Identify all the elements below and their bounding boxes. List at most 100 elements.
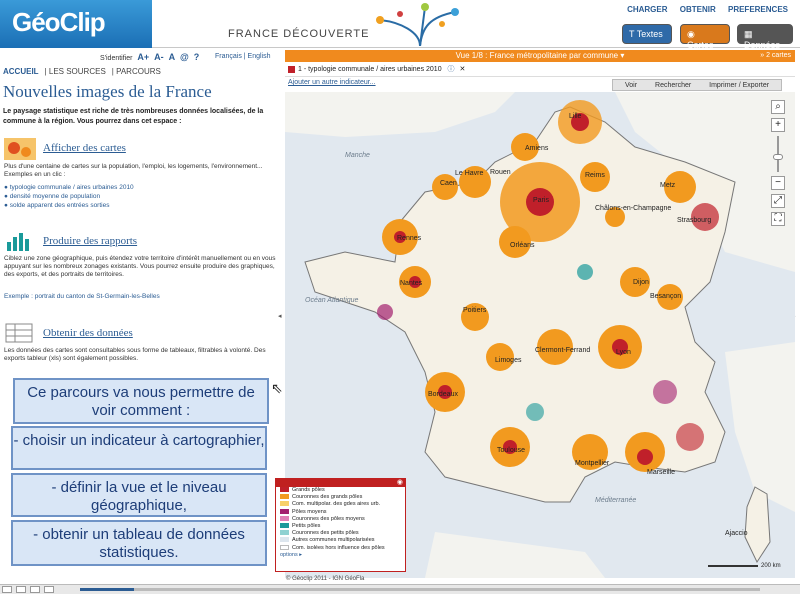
city-label: Paris [533,197,549,204]
nav-sources[interactable]: LES SOURCES [48,67,106,76]
city-label: Rennes [397,235,422,242]
login-link[interactable]: S'identifier [100,55,133,62]
obtenir-link[interactable]: OBTENIR [679,5,716,14]
donnees-mode-button[interactable]: ▦ Données [737,24,793,50]
legend-options-link[interactable]: options ▸ [280,551,303,558]
example-link[interactable]: ● densité moyenne de population [4,193,101,200]
legend-label: Couronnes des pôles moyens [292,515,365,522]
geoclip-logo[interactable]: GéoClip [0,0,152,48]
legend-label: Couronnes des grands pôles [292,494,363,501]
city-label: Châlons-en-Champagne [595,205,671,212]
font-increase-button[interactable]: A+ [137,52,150,62]
city-label: Strasbourg [677,217,711,224]
bar-chart-icon[interactable] [4,230,36,252]
textes-label: Textes [636,29,663,39]
textes-icon: T [629,29,637,39]
produire-rapports-link[interactable]: Produire des rapports [43,235,138,247]
cartes-label: Cartes [687,40,714,50]
zoom-in-button[interactable]: + [771,118,785,132]
cartes-mode-button[interactable]: ◉ Cartes [680,24,730,50]
search-zoom-icon[interactable]: ⌕ [771,100,785,114]
legend-item: Com. multipolar. des gdes aires urb. [276,501,405,508]
map-legend: ◉ Grands pôles Couronnes des grands pôle… [275,478,406,572]
font-reset-button[interactable]: A [168,52,176,62]
voir-menu[interactable]: Voir [625,82,638,89]
zoom-out-button[interactable]: − [771,176,785,190]
nav-accueil[interactable]: ACCUEIL [3,67,39,76]
maps-count[interactable]: » 2 cartes [760,52,791,59]
page-title: Nouvelles images de la France [3,82,212,101]
eye-icon[interactable]: ◉ [396,479,403,486]
legend-item: Couronnes des petits pôles [276,530,405,537]
legend-item: Com. isolées hors influence des pôles [276,545,405,552]
city-label: Caen [440,180,457,187]
legend-label: Com. isolées hors influence des pôles [292,544,385,551]
indicator-label[interactable]: 1 - typologie communale / aires urbaines… [298,66,442,73]
info-icon[interactable]: ⓘ [447,66,455,73]
city-label: Lyon [616,349,631,356]
add-indicator-link[interactable]: Ajouter un autre indicateur... [288,79,376,86]
city-label: Ajaccio [725,530,748,537]
example-link[interactable]: Exemple : portrait du canton de St-Germa… [4,293,160,300]
fit-extent-icon[interactable]: ⛶ [771,212,785,226]
afficher-cartes-link[interactable]: Afficher des cartes [43,142,126,154]
sea-label: Manche [345,152,370,159]
map-icon: ◉ [687,29,695,39]
legend-label: Couronnes des petits pôles [292,530,359,537]
view-selector[interactable]: Vue 1/8 : France métropolitaine par comm… [285,50,795,62]
rechercher-menu[interactable]: Rechercher [655,82,692,89]
legend-item: Autres communes multipolarisées [276,537,405,544]
example-link-label: solde apparent des entrées sorties [9,202,110,209]
zoom-slider[interactable] [771,136,785,172]
rewind-button[interactable] [2,586,12,593]
forward-button[interactable] [30,586,40,593]
city-label: Limoges [495,357,522,364]
fullscreen-icon[interactable]: ⤢ [771,194,785,208]
indicator-bar: 1 - typologie communale / aires urbaines… [285,63,795,77]
charger-link[interactable]: CHARGER [627,5,668,14]
city-label: Metz [660,182,676,189]
font-decrease-button[interactable]: A- [154,52,164,62]
end-button[interactable] [44,586,54,593]
city-label: Toulouse [497,447,525,454]
legend-label: Grands pôles [292,487,325,493]
app-subtitle: FRANCE DÉCOUVERTE [228,28,370,40]
help-icon[interactable]: ? [193,52,200,62]
legend-swatch [280,515,289,521]
example-link[interactable]: ● typologie communale / aires urbaines 2… [4,184,134,191]
table-data-icon[interactable] [4,322,36,344]
tree-logo-icon [376,3,459,46]
city-label: Orléans [510,242,535,249]
legend-label: Com. multipolar. des gdes aires urb. [292,501,381,508]
progress-track[interactable] [80,588,760,591]
city-label: Dijon [633,279,649,286]
preferences-link[interactable]: PREFERENCES [727,5,788,14]
callout-donnees: - obtenir un tableau de données statisti… [11,520,267,566]
playback-bar [0,584,800,594]
france-map[interactable]: Lille Amiens Le Havre Rouen Caen Reims M… [285,92,795,578]
sea-label: Méditerranée [595,497,636,504]
example-link-label: typologie communale / aires urbaines 201… [9,184,134,191]
language-switch[interactable]: Français | English [215,53,271,60]
exporter-menu[interactable]: Imprimer / Exporter [709,82,770,89]
map-credit: © Géoclip 2011 - IGN GéoFla [286,576,365,582]
map-labels: Lille Amiens Le Havre Rouen Caen Reims M… [305,113,748,537]
left-nav: ACCUEIL | LES SOURCES | PARCOURS [3,67,161,76]
play-button[interactable] [16,586,26,593]
legend-swatch [280,508,289,514]
city-label: Clermont-Ferrand [535,347,590,354]
collapse-left-icon[interactable]: ◂ [278,313,282,320]
nav-parcours[interactable]: PARCOURS [116,67,161,76]
close-icon[interactable]: ✕ [459,66,466,73]
view-title: Vue 1/8 : France métropolitaine par comm… [455,51,625,60]
indicator-swatch [288,65,295,73]
mouse-cursor-icon: ⇖ [271,380,283,396]
city-label: Lille [569,113,582,120]
example-link[interactable]: ● solde apparent des entrées sorties [4,202,110,209]
email-icon[interactable]: @ [180,52,189,62]
obtenir-donnees-link[interactable]: Obtenir des données [43,327,133,339]
map-urban-areas [377,100,719,472]
map-thumbnail-icon[interactable] [4,138,36,160]
map-canvas[interactable]: Lille Amiens Le Havre Rouen Caen Reims M… [285,92,795,578]
textes-mode-button[interactable]: T Textes [622,24,672,44]
